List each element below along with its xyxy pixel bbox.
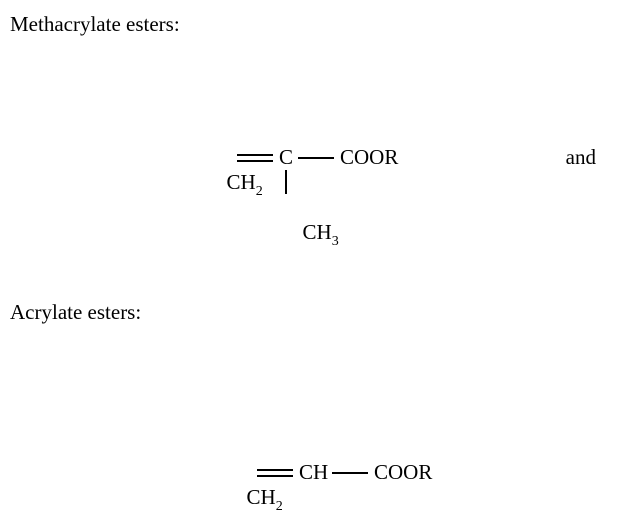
- formula-methacrylate: CH2 C COOR CH3: [195, 145, 495, 235]
- frag2-ch2: CH2: [215, 460, 283, 513]
- text2-ch2: CH: [247, 485, 276, 509]
- frag2-ch: CH: [299, 460, 328, 485]
- label-and: and: [566, 145, 596, 170]
- page-root: Methacrylate esters: CH2 C COOR CH3 and …: [0, 0, 631, 513]
- double-bond2-bottom: [257, 475, 293, 477]
- text2-sub2: 2: [276, 499, 283, 513]
- formula-acrylate: CH2 CH COOR: [215, 460, 515, 500]
- double-bond2-top: [257, 469, 293, 471]
- text-ch2: CH: [227, 170, 256, 194]
- text-sub2: 2: [256, 184, 263, 199]
- vertical-bond: [285, 170, 287, 194]
- text-ch3: CH: [303, 220, 332, 244]
- heading-methacrylate: Methacrylate esters:: [10, 12, 180, 37]
- single-bond-right: [298, 157, 334, 159]
- heading-acrylate: Acrylate esters:: [10, 300, 141, 325]
- frag-ch3: CH3: [271, 195, 339, 274]
- frag2-coor: COOR: [374, 460, 432, 485]
- frag-ch2: CH2: [195, 145, 263, 224]
- double-bond-bottom: [237, 160, 273, 162]
- frag-c: C: [279, 145, 293, 170]
- double-bond-top: [237, 154, 273, 156]
- text-sub3: 3: [332, 234, 339, 249]
- single-bond2-right: [332, 472, 368, 474]
- frag-coor: COOR: [340, 145, 398, 170]
